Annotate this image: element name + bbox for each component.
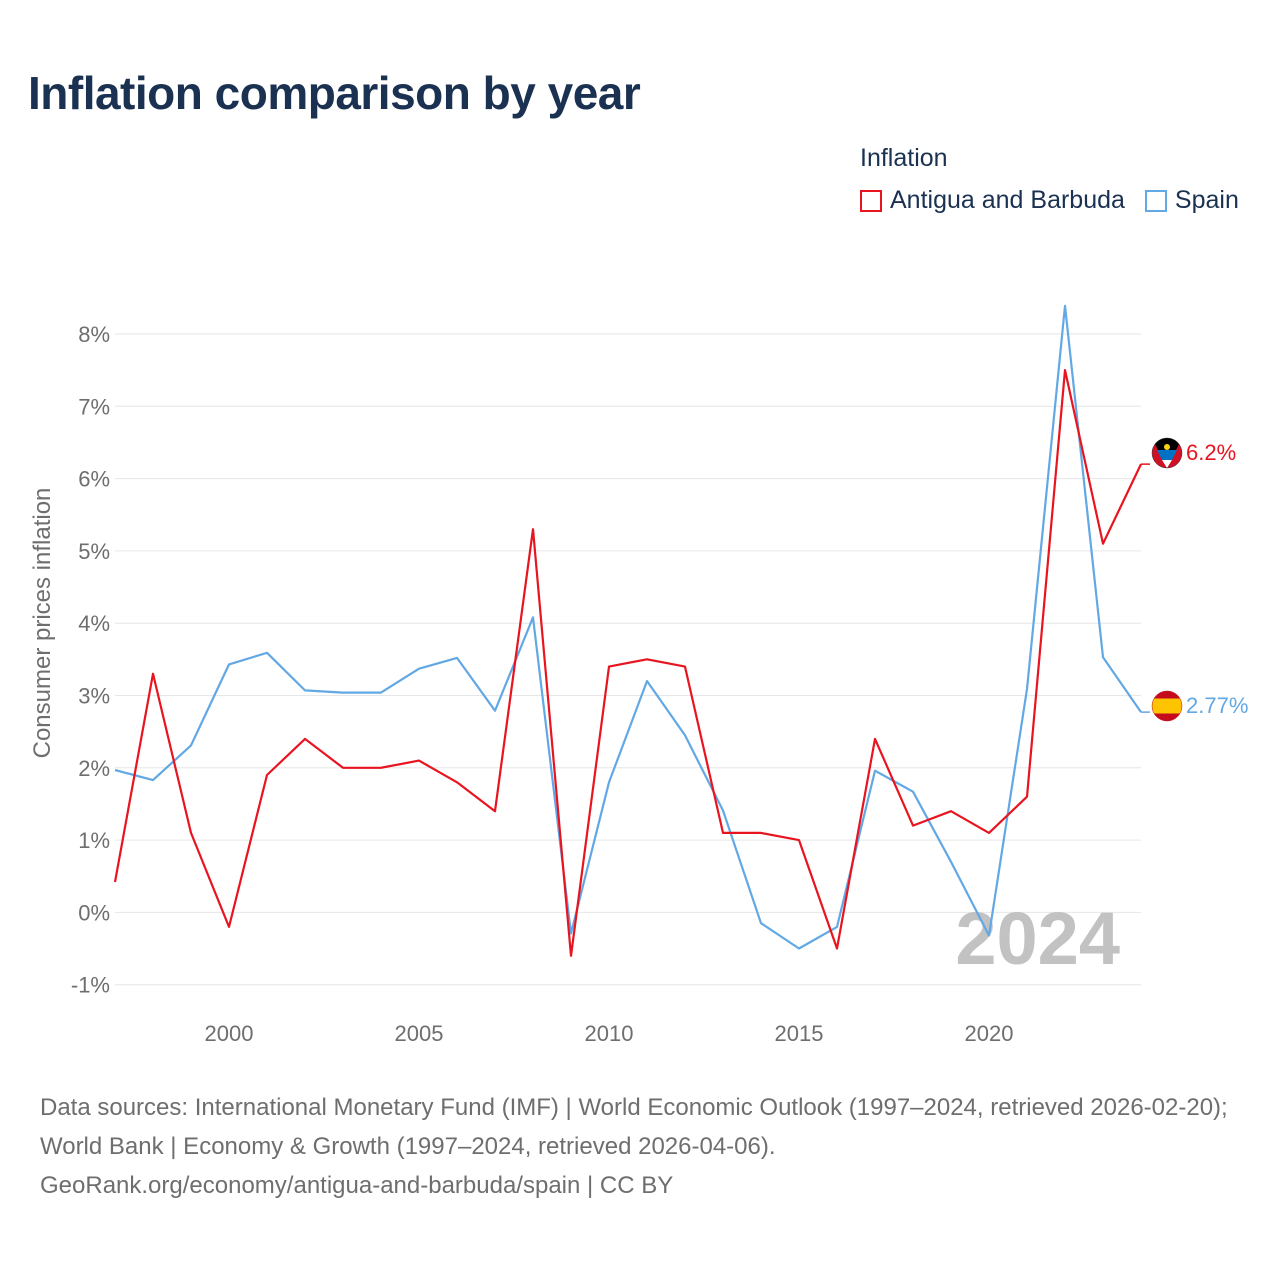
source-line-1: Data sources: International Monetary Fun… bbox=[40, 1094, 1228, 1160]
series-lines bbox=[113, 304, 1150, 957]
y-tick-label: 6% bbox=[78, 467, 110, 492]
y-tick-label: 4% bbox=[78, 611, 110, 636]
legend-swatch-antigua bbox=[860, 189, 882, 212]
spain-end-label: 2.77% bbox=[1186, 693, 1248, 718]
antigua-end-label: 6.2% bbox=[1186, 440, 1236, 465]
y-tick-label: 0% bbox=[78, 900, 110, 925]
y-tick-label: 3% bbox=[78, 683, 110, 708]
source-line-2: GeoRank.org/economy/antigua-and-barbuda/… bbox=[40, 1172, 674, 1199]
legend-item-spain[interactable]: Spain bbox=[1144, 186, 1239, 215]
x-tick-label: 2005 bbox=[395, 1021, 444, 1046]
legend: Antigua and Barbuda Spain bbox=[860, 186, 1239, 215]
y-tick-label: 2% bbox=[78, 756, 110, 781]
antigua-and-barbuda-flag-icon bbox=[1152, 438, 1182, 468]
year-watermark: 2024 bbox=[955, 897, 1120, 980]
legend-label-antigua: Antigua and Barbuda bbox=[890, 186, 1125, 214]
data-source-note: Data sources: International Monetary Fun… bbox=[40, 1088, 1250, 1205]
legend-swatch-spain bbox=[1144, 189, 1167, 212]
line-chart: -1%0%1%2%3%4%5%6%7%8% 2000 2005 2010 2015 20… bbox=[29, 304, 1248, 1046]
legend-item-antigua[interactable]: Antigua and Barbuda bbox=[860, 186, 1125, 215]
y-tick-label: 1% bbox=[78, 828, 110, 853]
spain-flag-icon bbox=[1152, 691, 1182, 721]
spain-flag-border bbox=[1151, 690, 1183, 722]
grid-lines bbox=[115, 333, 1141, 986]
y-tick-label: 8% bbox=[78, 322, 110, 347]
page-title: Inflation comparison by year bbox=[28, 67, 641, 119]
x-tick-label: 2010 bbox=[585, 1021, 634, 1046]
series-line-spain bbox=[114, 304, 1142, 950]
legend-title: Inflation bbox=[860, 144, 948, 172]
y-axis-label: Consumer prices inflation bbox=[29, 488, 56, 759]
x-tick-label: 2000 bbox=[205, 1021, 254, 1046]
series-line-antigua-and-barbuda bbox=[113, 369, 1142, 957]
x-tick-label: 2020 bbox=[965, 1021, 1014, 1046]
y-tick-label: 5% bbox=[78, 539, 110, 564]
y-axis-ticks: -1% 0% 1% 2% 3% 4% 5% 6% 7% 8% bbox=[71, 322, 110, 998]
antigua-flag-border bbox=[1151, 437, 1183, 469]
x-axis-ticks: 2000 2005 2010 2015 2020 bbox=[205, 1021, 1014, 1046]
legend-label-spain: Spain bbox=[1174, 186, 1239, 214]
y-tick-label: -1% bbox=[71, 973, 110, 998]
x-tick-label: 2015 bbox=[775, 1021, 824, 1046]
y-tick-label: 7% bbox=[78, 394, 110, 419]
